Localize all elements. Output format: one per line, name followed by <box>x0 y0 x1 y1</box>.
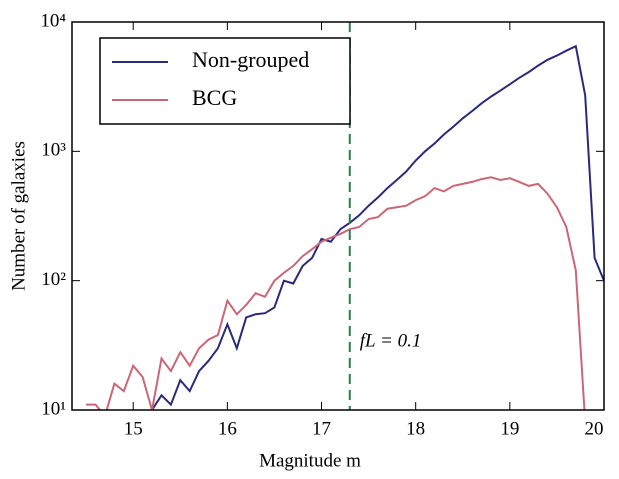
y-tick-label: 10³ <box>41 140 66 161</box>
legend-frame <box>99 37 351 125</box>
legend-label: Non-grouped <box>192 47 309 72</box>
x-tick-label: 20 <box>585 418 604 439</box>
x-tick-label: 16 <box>218 418 237 439</box>
y-axis-label: Number of galaxies <box>8 141 29 291</box>
series-line <box>86 176 586 410</box>
x-tick-label: 19 <box>500 418 519 439</box>
y-tick-label: 10² <box>41 269 66 290</box>
x-axis-label: Magnitude m <box>259 450 361 471</box>
x-tick-label: 17 <box>312 418 331 439</box>
x-tick-label: 15 <box>124 418 143 439</box>
x-tick-label: 18 <box>406 418 425 439</box>
legend-label: BCG <box>192 85 237 110</box>
plot-frame <box>71 21 605 411</box>
annotation: fL = 0.1 <box>360 330 422 351</box>
series-line <box>150 44 604 410</box>
y-tick-label: 10⁴ <box>40 10 66 31</box>
plot-area <box>86 44 604 410</box>
y-tick-label: 10¹ <box>41 398 66 419</box>
